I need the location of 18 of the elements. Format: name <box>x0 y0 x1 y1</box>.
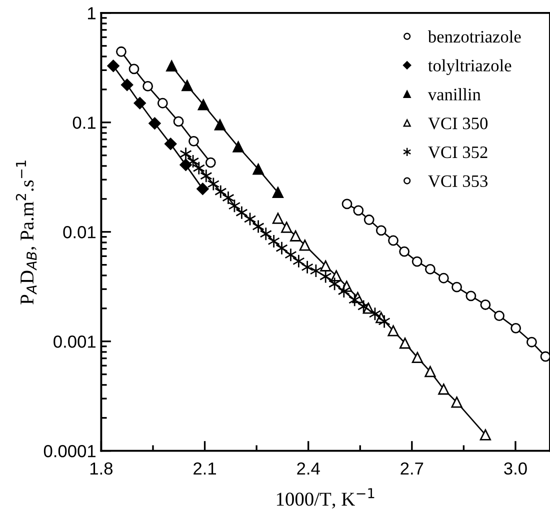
y-tick-label: 0.0001 <box>44 444 96 458</box>
x-tick-label: 2.7 <box>400 462 424 475</box>
legend-label: VCI 352 <box>428 146 488 158</box>
legend-label: VCI 350 <box>428 118 488 130</box>
x-axis-title: 1000/T, K$^{−1}$ <box>276 488 374 509</box>
x-tick-label: 2.4 <box>297 462 320 475</box>
y-tick-label: 0.001 <box>54 336 96 348</box>
y-axis-title: P$_{A}$D$_{AB}$, Pa.m$^{2}$.s$^{−1}$ <box>16 160 37 304</box>
y-tick-label: 0.1 <box>72 116 96 129</box>
x-tick-label: 3.0 <box>504 462 527 475</box>
legend-label: benzotriazole <box>428 30 521 43</box>
x-tick-label: 1.8 <box>90 462 113 475</box>
legend-label: tolyltriazole <box>428 59 512 76</box>
y-tick-label: 1 <box>88 7 96 20</box>
y-tick-label: 0.01 <box>63 226 96 238</box>
legend-label: VCI 353 <box>428 175 488 188</box>
legend-label: vanillin <box>428 88 481 100</box>
x-tick-label: 2.1 <box>194 462 216 475</box>
